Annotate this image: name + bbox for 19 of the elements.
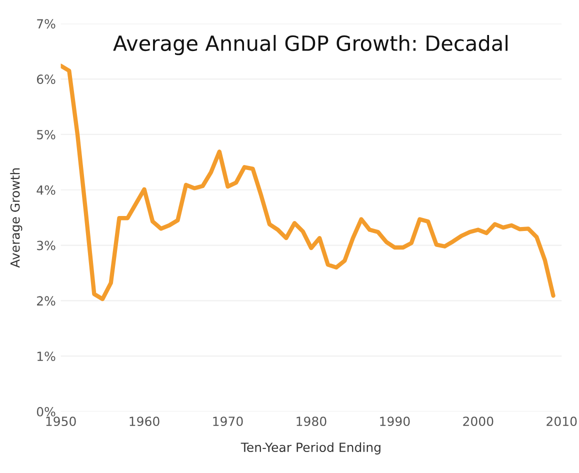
x-tick-label: 1980: [296, 416, 326, 426]
y-tick-label: 6%: [36, 74, 56, 84]
y-axis-title: Average Growth: [10, 168, 22, 268]
x-tick-label: 1990: [380, 416, 410, 426]
x-tick-label: 1960: [130, 416, 160, 426]
x-tick-label: 2000: [463, 416, 494, 426]
y-tick-label: 2%: [37, 296, 56, 306]
y-tick-label: 3%: [37, 240, 56, 250]
line-series: [60, 64, 556, 302]
y-tick-label: 4%: [36, 185, 56, 195]
x-tick-label: 1950: [46, 416, 76, 426]
x-axis-title: Ten-Year Period Ending: [240, 442, 380, 454]
x-tick-label: 2010: [546, 416, 577, 426]
y-tick-label: 0%: [36, 406, 56, 416]
y-tick-label: 5%: [37, 130, 56, 140]
y-tick-label: 1%: [37, 352, 56, 362]
y-tick-label: 7%: [37, 19, 56, 29]
text: Average Annual GDP Growth: Decadal: [113, 34, 508, 56]
x-tick-label: 1970: [213, 416, 243, 426]
